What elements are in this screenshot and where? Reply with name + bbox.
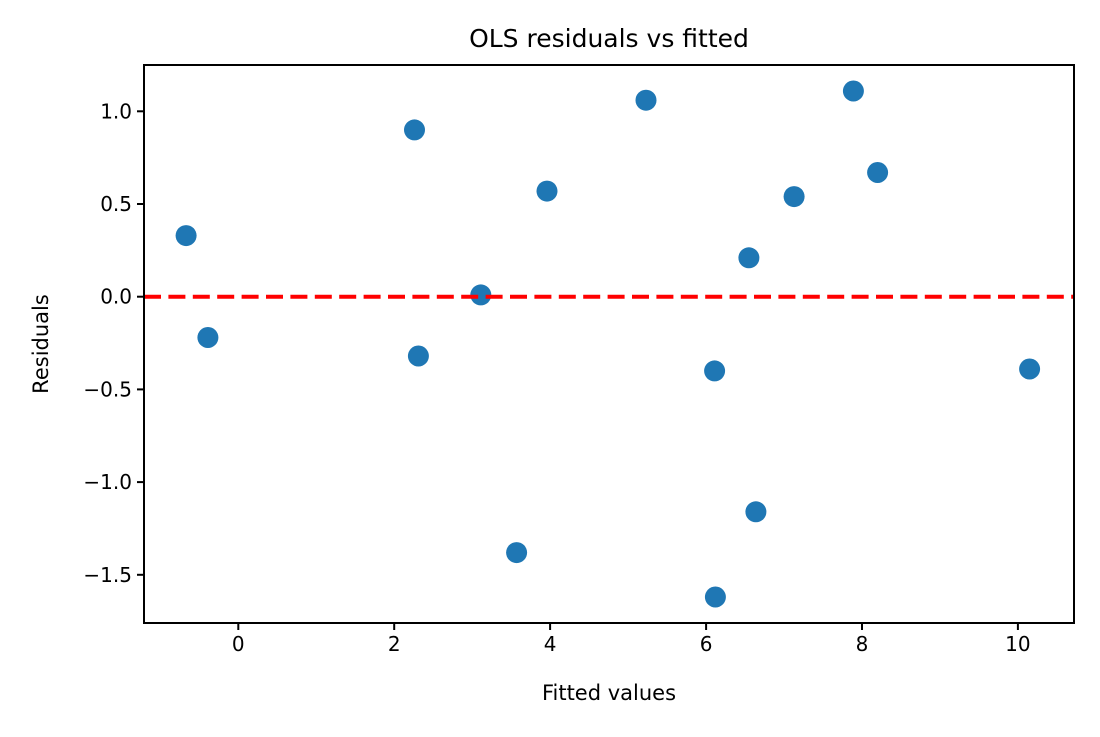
- y-tick-label: 1.0: [100, 99, 132, 123]
- plot-border: [143, 64, 1075, 624]
- data-point: [404, 119, 425, 141]
- x-tick-label: 8: [856, 632, 869, 656]
- y-tick-label: 0.0: [100, 285, 132, 309]
- data-point: [1019, 358, 1041, 380]
- x-tick-label: 2: [388, 632, 401, 656]
- data-point: [536, 180, 558, 202]
- data-point: [635, 89, 657, 111]
- x-tick-label: 4: [544, 632, 557, 656]
- data-point: [745, 501, 767, 523]
- data-point: [867, 162, 889, 183]
- data-point: [175, 225, 197, 247]
- y-tick-label: −1.5: [83, 563, 132, 587]
- chart-title: OLS residuals vs fitted: [469, 24, 749, 53]
- y-tick-label: −1.0: [83, 470, 132, 494]
- data-point: [470, 284, 492, 306]
- y-axis-label: Residuals: [29, 294, 53, 394]
- y-tick-label: −0.5: [83, 377, 132, 401]
- data-point: [842, 80, 864, 102]
- data-point: [704, 360, 726, 382]
- y-tick-label: 0.5: [100, 192, 132, 216]
- scatter-points-layer: [175, 80, 1041, 608]
- axis-ticks-layer: 0 2 4 6 8 10 1.0 0.5 0.0 −0.5 −1.0 −1.5: [83, 99, 1030, 656]
- data-point: [738, 247, 760, 269]
- x-axis-label: Fitted values: [542, 681, 676, 705]
- data-point: [407, 345, 429, 367]
- x-tick-label: 0: [232, 632, 245, 656]
- data-point: [704, 586, 726, 608]
- x-tick-label: 6: [700, 632, 713, 656]
- data-point: [506, 542, 528, 564]
- data-point: [197, 327, 219, 348]
- data-point: [783, 186, 805, 208]
- x-tick-label: 10: [1005, 632, 1030, 656]
